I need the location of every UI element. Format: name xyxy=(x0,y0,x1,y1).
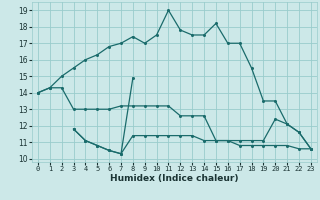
X-axis label: Humidex (Indice chaleur): Humidex (Indice chaleur) xyxy=(110,174,239,183)
